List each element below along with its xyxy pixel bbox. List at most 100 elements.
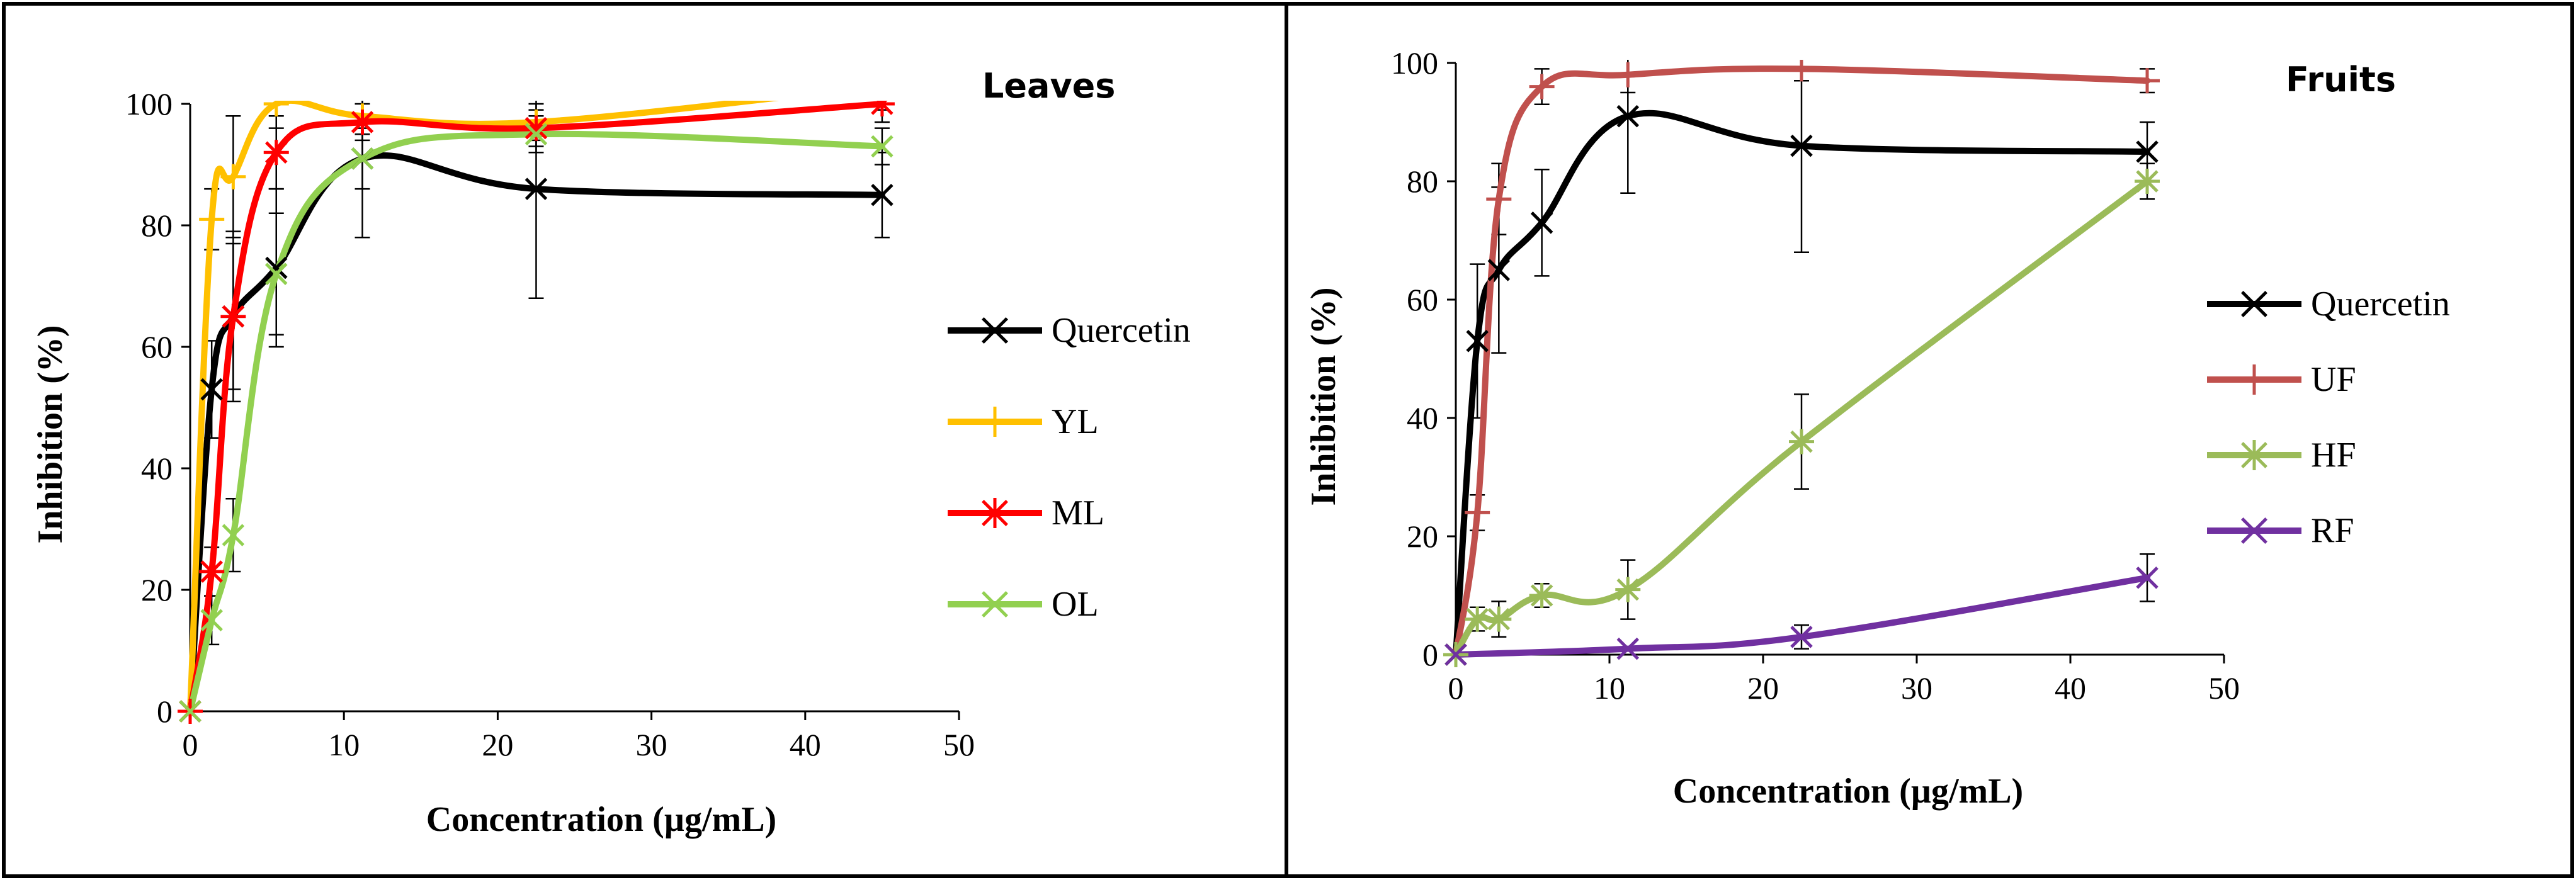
legend-marker-quercetin (982, 317, 1008, 344)
data-point-hf (1486, 606, 1512, 632)
x-tick-label-leaves: 50 (943, 727, 975, 762)
data-point-ml-d2 (264, 141, 288, 164)
data-point-quercetin (264, 256, 288, 279)
y-tick-label-fruits: 60 (1407, 282, 1438, 317)
y-tick-label-fruits: 80 (1407, 164, 1438, 199)
data-point-ml (869, 101, 895, 116)
legend-label-quercetin: Quercetin (2311, 285, 2450, 324)
data-point-ol-d2 (351, 147, 374, 170)
legend-item-hf: HF (2207, 436, 2356, 475)
data-point-quercetin-d2 (871, 183, 894, 206)
legend-marker-hf (2239, 440, 2269, 470)
data-point-uf (1529, 74, 1555, 99)
data-point-ml-d2 (222, 305, 245, 328)
series-line-quercetin (187, 152, 885, 714)
data-point-quercetin-d2 (264, 256, 288, 279)
legend-item-rf: RF (2207, 511, 2354, 550)
data-point-quercetin (1466, 330, 1489, 353)
legend-fruits: Quercetin UF HF RF (2207, 285, 2450, 550)
data-point-quercetin (200, 378, 223, 401)
x-axis-title-fruits: Concentration (µg/mL) (1673, 772, 2023, 811)
data-point-hf-d2 (1616, 578, 1640, 601)
data-point-ol (200, 609, 223, 632)
legend-marker-quercetin-d2 (982, 317, 1008, 344)
x-tick-label-leaves: 20 (482, 727, 513, 762)
y-tick-label-leaves: 0 (157, 694, 173, 729)
data-point-ml (523, 115, 549, 141)
data-point-rf-d2 (1790, 626, 1813, 648)
data-point-yl (263, 101, 289, 116)
data-point-hf (1465, 606, 1490, 632)
data-point-quercetin-d2 (1530, 212, 1553, 234)
data-point-uf (2135, 68, 2160, 94)
data-point-uf (1486, 186, 1512, 212)
data-point-quercetin-d2 (200, 378, 223, 401)
data-point-hf (1615, 577, 1641, 602)
data-point-ml (349, 109, 375, 135)
x-tick-label-leaves: 10 (328, 727, 360, 762)
data-point-ml-d2 (871, 101, 888, 115)
data-point-quercetin (871, 183, 894, 206)
data-point-ml-d2 (200, 560, 223, 583)
legend-item-quercetin: Quercetin (2207, 285, 2450, 324)
series-layer-fruits (1443, 60, 2160, 667)
y-tick-label-fruits: 100 (1391, 45, 1438, 81)
legend-marker-ol-d2 (982, 591, 1008, 618)
x-tick-label-fruits: 40 (2055, 670, 2086, 706)
x-tick-label-fruits: 30 (1901, 670, 1932, 706)
data-point-rf-d2 (1616, 637, 1640, 660)
data-point-hf-d2 (1487, 607, 1511, 631)
data-point-hf-d2 (1466, 607, 1489, 631)
series-line-yl (187, 101, 780, 714)
legend-item-uf: UF (2207, 360, 2356, 399)
legend-marker-ml-d2 (982, 500, 1008, 526)
y-tick-label-leaves: 20 (141, 572, 173, 607)
chart-leaves: 0 20 40 60 80 100 0 10 20 30 40 50 Leaves Concentra… (31, 66, 1191, 839)
data-point-ol-d2 (525, 123, 548, 146)
data-point-uf (1465, 500, 1490, 526)
legend-item-ol: OL (948, 585, 1099, 624)
x-tick-label-fruits: 10 (1594, 670, 1625, 706)
y-tick-label-leaves: 100 (125, 86, 173, 121)
data-point-rf (1790, 626, 1813, 648)
plot-area-fruits: 0 20 40 60 80 100 0 10 20 30 40 50 (1391, 45, 2240, 706)
data-point-ol-d2 (222, 524, 245, 546)
data-point-ol-d2 (200, 609, 223, 632)
data-point-quercetin (2136, 140, 2159, 163)
data-point-ol (351, 147, 374, 170)
data-point-quercetin-d2 (525, 178, 548, 200)
data-point-ol-d2 (179, 700, 201, 723)
data-point-quercetin-d2 (1616, 104, 1640, 128)
legend-marker-rf-d2 (2241, 517, 2267, 544)
data-point-hf-d2 (2136, 170, 2159, 193)
legend-marker-yl (980, 407, 1010, 437)
y-axis-title-leaves: Inhibition (%) (31, 325, 70, 544)
data-point-ol (871, 135, 894, 158)
legend-marker-hf-d2 (2241, 442, 2267, 468)
legend-marker-ol (982, 591, 1008, 618)
data-point-ol-d2 (264, 262, 288, 285)
chart-title-fruits: Fruits (2286, 60, 2396, 99)
legend-label-ml: ML (1052, 494, 1104, 533)
x-tick-label-leaves: 40 (790, 727, 821, 762)
legend-label-ol: OL (1052, 585, 1099, 624)
x-tick-label-fruits: 50 (2208, 670, 2240, 706)
data-point-quercetin-d2 (1487, 259, 1511, 281)
data-point-quercetin-d2 (1790, 134, 1813, 157)
y-tick-label-fruits: 20 (1407, 519, 1438, 554)
y-axis-title-fruits: Inhibition (%) (1304, 288, 1343, 506)
legend-item-yl: YL (948, 402, 1099, 441)
series-line-rf (1453, 574, 2150, 658)
legend-leaves: Quercetin YL ML OL (948, 311, 1191, 624)
data-point-rf-d2 (2136, 567, 2159, 589)
legend-label-quercetin: Quercetin (1052, 311, 1191, 350)
legend-marker-ml (980, 498, 1010, 528)
y-tick-label-leaves: 80 (141, 208, 173, 243)
legend-label-rf: RF (2311, 511, 2354, 550)
data-point-ol (525, 123, 548, 146)
legend-label-uf: UF (2311, 360, 2356, 399)
data-point-ml (199, 559, 225, 585)
data-point-ol (264, 262, 288, 285)
plot-area-leaves: 0 20 40 60 80 100 0 10 20 30 40 50 (125, 86, 975, 762)
series-layer-leaves (178, 101, 895, 724)
